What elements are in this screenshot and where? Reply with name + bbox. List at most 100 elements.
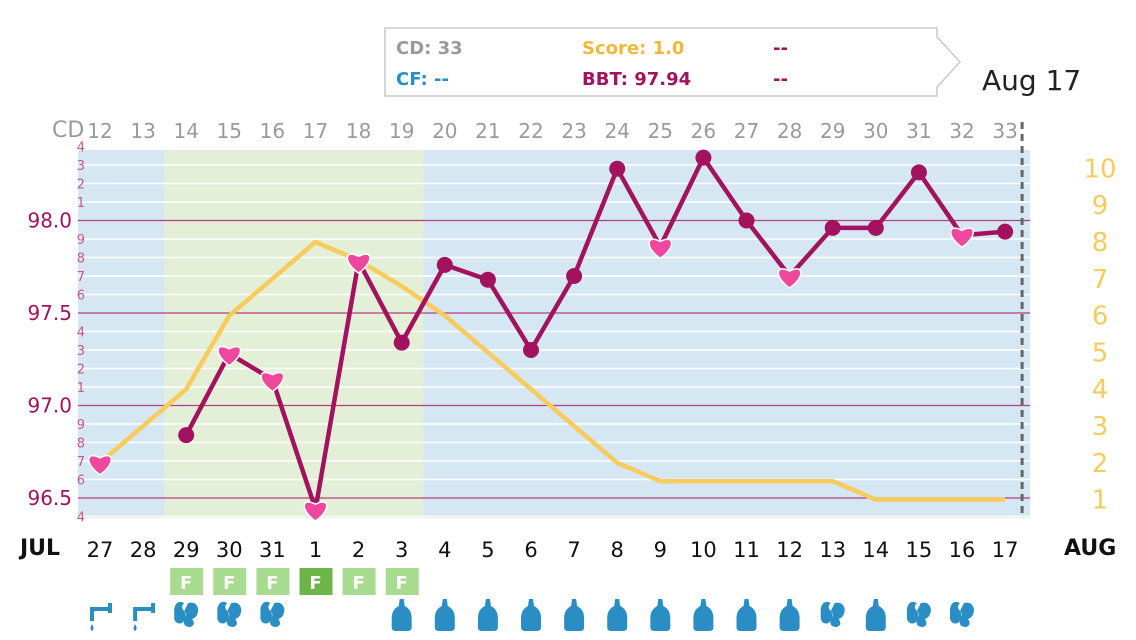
drop-icon xyxy=(434,599,455,631)
cycle-day-tick: 18 xyxy=(346,119,371,143)
fertile-box-label: F xyxy=(352,573,364,594)
drop-shape xyxy=(865,599,886,631)
fluid-shape-left xyxy=(217,601,229,624)
y-right-tick: 6 xyxy=(1092,302,1109,332)
bbt-point xyxy=(479,271,496,288)
tooltip-score: Score: 1.0 xyxy=(582,38,685,59)
fluid-shape-left xyxy=(820,601,833,624)
heart-marker xyxy=(777,268,802,289)
chart-background xyxy=(78,150,1030,518)
cycle-day-tick: 20 xyxy=(432,119,457,143)
y-left-major-tick: 96.5 xyxy=(27,486,72,510)
fertile-box xyxy=(385,568,419,595)
y-left-minor-tick: 4 xyxy=(77,326,85,341)
drop-shape xyxy=(779,599,800,631)
drop-icon xyxy=(779,599,800,631)
bbt-point xyxy=(523,342,539,358)
date-tick: 15 xyxy=(906,538,933,562)
tap-shape xyxy=(90,603,112,621)
cycle-day-tick: 27 xyxy=(734,119,759,143)
y-right-tick: 1 xyxy=(1092,486,1109,516)
tooltip-extra-1: -- xyxy=(773,38,788,59)
heart-marker xyxy=(260,371,285,393)
heart-marker xyxy=(303,501,328,522)
drop-shape xyxy=(434,599,455,631)
y-left-major-tick: 97.0 xyxy=(27,394,72,418)
cervical-fluid-icon xyxy=(950,601,974,627)
selected-date: Aug 17 xyxy=(982,64,1082,97)
y-left-minor-tick: 3 xyxy=(77,344,85,359)
fertile-box-label: F xyxy=(266,573,278,594)
tooltip-frame xyxy=(384,27,962,97)
date-tick: 4 xyxy=(438,538,451,562)
bbt-point xyxy=(738,212,755,229)
date-tick: 14 xyxy=(862,538,889,562)
y-right-tick: 9 xyxy=(1092,191,1109,221)
cycle-day-tick: 30 xyxy=(863,119,888,143)
cervical-fluid-icon xyxy=(820,601,845,627)
month-right: AUG xyxy=(1064,536,1117,561)
fluid-shape-right xyxy=(830,602,845,627)
bbt-point xyxy=(867,219,884,236)
score-series xyxy=(98,239,1006,502)
y-right-tick: 7 xyxy=(1092,265,1109,295)
tap-icon xyxy=(133,603,156,631)
tap-icon xyxy=(90,603,112,631)
y-right-tick: 2 xyxy=(1092,449,1109,479)
tooltip-cf: CF: -- xyxy=(396,69,449,90)
y-right-tick: 10 xyxy=(1083,154,1116,184)
fluid-shape-right xyxy=(916,602,931,627)
cervical-fluid-icon xyxy=(174,601,199,627)
y-left-minor-tick: 7 xyxy=(77,270,85,285)
fertile-box xyxy=(342,568,376,595)
y-left-minor-tick: 6 xyxy=(77,289,85,304)
date-tick: 31 xyxy=(259,538,286,562)
y-left-major-tick: 97.5 xyxy=(27,301,72,325)
bbt-point xyxy=(997,223,1014,240)
date-tick: 1 xyxy=(309,538,322,562)
date-tick: 7 xyxy=(567,538,580,562)
y-left-minor-tick: 3 xyxy=(77,159,85,174)
cycle-day-tick: 21 xyxy=(475,119,500,143)
cycle-day-tick: 28 xyxy=(777,119,802,143)
date-tick: 13 xyxy=(819,538,846,562)
date-tick: 8 xyxy=(611,538,624,562)
drop-shape xyxy=(650,599,671,631)
fertile-box-label: F xyxy=(309,573,321,594)
y-left-minor-tick: 9 xyxy=(77,418,85,433)
fluid-shape-left xyxy=(906,601,919,624)
bbt-series xyxy=(178,149,1014,512)
date-tick: 11 xyxy=(733,538,760,562)
cycle-day-tick: 32 xyxy=(949,119,974,143)
y-left-minor-tick: 4 xyxy=(77,511,85,526)
y-left-major-tick: 98.0 xyxy=(27,209,72,233)
heart-marker xyxy=(949,227,975,249)
y-left-minor-tick: 1 xyxy=(77,196,85,211)
cycle-day-tick: 12 xyxy=(87,119,112,143)
y-left-minor-tick: 2 xyxy=(77,178,85,193)
drop-shape xyxy=(564,599,585,631)
tooltip-cd: CD: 33 xyxy=(396,38,463,59)
observation-symbols xyxy=(90,599,974,631)
bbt-point xyxy=(436,256,453,273)
cycle-day-axis-label: CD xyxy=(52,118,85,143)
bbt-point xyxy=(393,334,410,351)
y-left-minor-tick: 8 xyxy=(77,252,85,267)
heart-marker xyxy=(648,238,673,260)
fluid-shape-right xyxy=(270,602,285,627)
date-tick: 10 xyxy=(690,538,717,562)
chart-axes: 96.597.097.598.0467891234678912341234567… xyxy=(27,119,1116,562)
fertile-window-shade xyxy=(164,150,424,518)
fertile-box xyxy=(256,568,290,595)
drop-icon xyxy=(477,599,498,631)
drop-shape xyxy=(391,599,412,631)
bbt-point xyxy=(824,219,841,236)
tooltip-extra-2: -- xyxy=(773,69,788,90)
month-left: JUL xyxy=(20,536,61,561)
drop-icon xyxy=(521,599,541,631)
date-tick: 27 xyxy=(87,538,114,562)
drop-icon xyxy=(865,599,886,631)
y-left-minor-tick: 9 xyxy=(77,233,85,248)
